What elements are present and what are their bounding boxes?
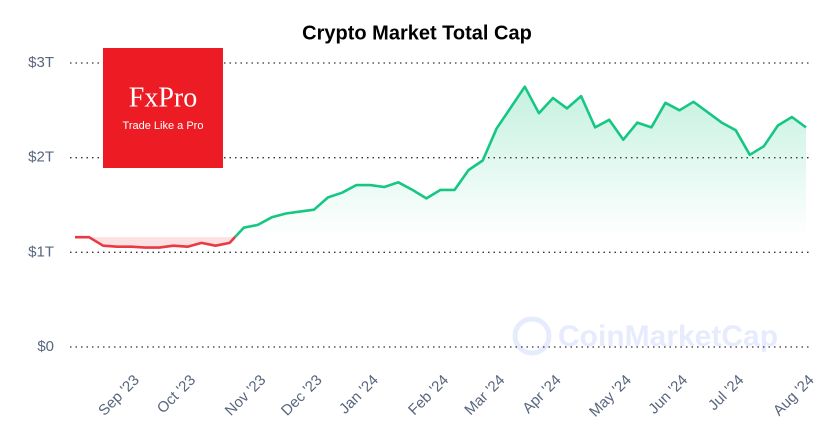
logo-tagline: Trade Like a Pro (123, 120, 204, 132)
x-tick-label: Aug '24 (770, 372, 818, 420)
x-tick-label: May '24 (586, 372, 635, 421)
logo-name: FxPro (129, 82, 197, 113)
logo-box (103, 48, 223, 168)
x-tick-label: Feb '24 (405, 372, 452, 419)
x-tick-label: Sep '23 (95, 372, 143, 420)
watermark-icon (512, 316, 552, 356)
y-tick-label: $3T (28, 54, 54, 71)
y-tick-label: $2T (28, 149, 54, 166)
x-tick-label: Jun '24 (645, 372, 691, 418)
logo: FxPro Trade Like a Pro (103, 48, 223, 168)
area-below (75, 237, 235, 248)
x-tick-label: Jan '24 (336, 372, 382, 418)
x-tick-label: Oct '23 (154, 372, 199, 417)
area-fill (234, 86, 806, 238)
x-tick-label: Apr '24 (519, 372, 564, 417)
x-tick-label: Dec '23 (278, 372, 326, 420)
line (75, 85, 807, 249)
watermark-text: CoinMarketCap (558, 320, 778, 353)
x-tick-label: Nov '23 (222, 372, 270, 420)
watermark: CoinMarketCap (512, 316, 778, 356)
x-tick-label: Jul '24 (705, 372, 747, 414)
y-tick-label: $1T (28, 243, 54, 260)
y-tick-label: $0 (37, 338, 54, 355)
x-tick-label: Mar '24 (461, 372, 508, 419)
chart-title: Crypto Market Total Cap (302, 22, 532, 44)
